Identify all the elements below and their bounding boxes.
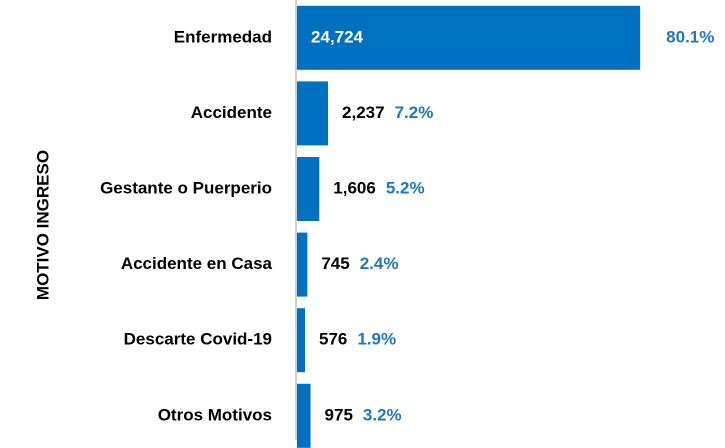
share-label: 5.2% <box>386 178 425 197</box>
category-label: Descarte Covid-19 <box>124 330 272 349</box>
category-label: Enfermedad <box>174 27 272 46</box>
bar <box>297 157 320 221</box>
value-label: 1,606 <box>333 178 376 197</box>
share-label: 80.1% <box>666 27 714 46</box>
value-label: 576 <box>319 330 347 349</box>
bar <box>297 232 308 297</box>
share-label: 2.4% <box>360 254 399 273</box>
bar <box>297 81 329 146</box>
bar <box>297 308 305 373</box>
value-label: 745 <box>321 254 349 273</box>
bar <box>297 383 311 448</box>
value-label: 2,237 <box>342 103 385 122</box>
bar <box>297 5 641 70</box>
category-label: Accidente en Casa <box>121 254 273 273</box>
y-axis-label: MOTIVO INGRESO <box>33 150 52 300</box>
share-label: 1.9% <box>357 330 396 349</box>
category-label: Accidente <box>191 103 272 122</box>
value-label: 24,724 <box>311 27 364 46</box>
share-label: 3.2% <box>363 405 402 424</box>
category-label: Gestante o Puerperio <box>100 178 272 197</box>
value-label: 975 <box>325 405 353 424</box>
share-label: 7.2% <box>395 103 434 122</box>
category-label: Otros Motivos <box>158 405 272 424</box>
